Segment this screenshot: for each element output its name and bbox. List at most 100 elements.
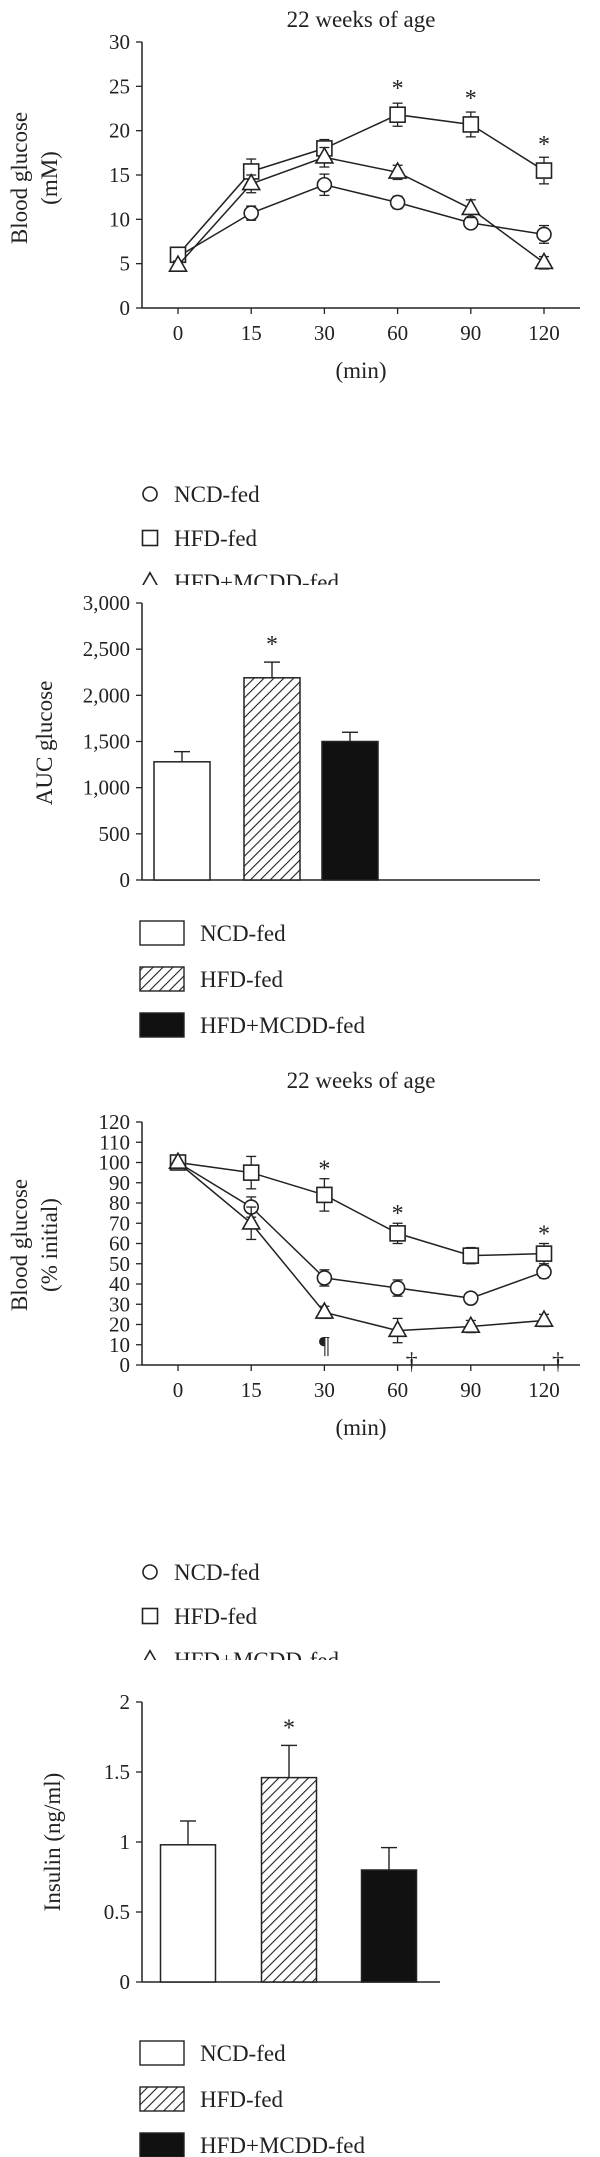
bar	[260, 1776, 318, 1983]
legend-label: NCD-fed	[200, 2041, 286, 2066]
x-tick-label: 90	[460, 321, 481, 345]
data-point	[462, 1247, 480, 1264]
y-axis-label-line: Blood glucose	[7, 112, 32, 244]
y-tick-label: 20	[109, 1313, 130, 1337]
x-tick-label: 60	[387, 321, 408, 345]
legend: NCD-fed HFD-fed HFD+MCDD-fed	[139, 920, 366, 1038]
chart-title: 22 weeks of age	[287, 1068, 436, 1093]
x-tick-label: 0	[173, 1378, 184, 1402]
data-point	[168, 1151, 188, 1169]
significance-mark: *	[266, 632, 278, 658]
y-tick-label: 1,000	[83, 776, 130, 800]
series-line	[177, 183, 545, 258]
significance-mark: ¶	[319, 1333, 330, 1359]
x-tick-label: 0	[173, 321, 184, 345]
y-tick-label: 2,000	[83, 683, 130, 707]
y-tick-label: 2	[120, 1690, 131, 1714]
y-tick-label: 0	[120, 868, 131, 892]
legend-item: NCD-fed	[139, 920, 286, 946]
series-triangle	[168, 146, 554, 272]
series-line	[177, 156, 545, 266]
data-point	[534, 251, 554, 270]
chart-title: 22 weeks of age	[287, 7, 436, 32]
y-tick-label: 15	[109, 163, 130, 187]
y-tick-label: 110	[99, 1130, 130, 1154]
legend-item: HFD-fed	[141, 1604, 258, 1629]
legend: NCD-fed HFD-fed HFD+MCDD-fed	[139, 2040, 366, 2157]
data-point	[462, 1290, 479, 1306]
y-tick-label: 60	[109, 1232, 130, 1256]
y-tick-label: 30	[109, 1292, 130, 1316]
y-axis-label: Blood glucose (mM)	[7, 112, 62, 244]
x-tick-label: 90	[460, 1378, 481, 1402]
x-axis-label: (min)	[335, 1415, 386, 1440]
y-tick-label: 1.5	[104, 1760, 130, 1784]
panel-glucose-tolerance: 22 weeks of age Blood glucose (mM) (min) …	[0, 0, 600, 585]
significance-mark: *	[392, 76, 404, 102]
y-tick-label: 2,500	[83, 637, 130, 661]
significance-mark: †	[406, 1349, 418, 1375]
y-tick-label: 0.5	[104, 1900, 130, 1924]
series-line	[177, 1161, 545, 1332]
data-point	[168, 254, 188, 272]
glucose-tolerance-line-chart: 22 weeks of age Blood glucose (mM) (min) …	[7, 7, 580, 585]
data-point	[314, 1301, 335, 1319]
data-point	[534, 1309, 554, 1327]
bar	[243, 677, 301, 881]
y-axis-label: Insulin (ng/ml)	[40, 1773, 65, 1912]
legend-marker-circle	[142, 486, 158, 502]
y-tick-label: 0	[120, 1970, 131, 1994]
y-tick-label: 5	[120, 252, 131, 276]
y-tick-label: 10	[109, 1333, 130, 1357]
x-tick-label: 15	[241, 321, 262, 345]
legend-label: HFD-fed	[200, 2087, 284, 2112]
legend-label: HFD+MCDD-fed	[200, 1013, 366, 1038]
x-tick-label: 60	[387, 1378, 408, 1402]
x-tick-label: 30	[314, 321, 335, 345]
data-point	[316, 1270, 333, 1286]
data-point	[387, 1319, 408, 1338]
y-axis-label-line: Blood glucose	[7, 1179, 32, 1311]
x-tick-label: 30	[314, 1378, 335, 1402]
bar	[159, 1844, 217, 1983]
y-tick-label: 30	[109, 30, 130, 54]
x-tick-label: 120	[528, 321, 560, 345]
y-axis-label-line: AUC glucose	[32, 681, 57, 806]
insulin-bar-chart: Insulin (ng/ml) 0 0.5 1 1.5 2 * NCD-fed HFD-f…	[40, 1690, 440, 2157]
data-point	[314, 146, 335, 164]
y-tick-label: 10	[109, 207, 130, 231]
data-point	[241, 1212, 262, 1230]
significance-mark: †	[552, 1349, 564, 1375]
legend-swatch	[139, 920, 185, 946]
data-point	[462, 116, 480, 133]
x-tick-label: 15	[241, 1378, 262, 1402]
data-point	[460, 197, 481, 216]
legend-label: HFD-fed	[174, 526, 258, 551]
data-point	[460, 1315, 481, 1334]
significance-mark: *	[283, 1715, 295, 1741]
y-tick-label: 120	[99, 1110, 131, 1134]
y-axis-label-line: (% initial)	[37, 1198, 62, 1292]
data-point	[316, 1186, 333, 1204]
series-circle	[170, 1154, 552, 1306]
data-point	[389, 194, 406, 211]
legend-swatch	[139, 2132, 185, 2157]
data-point	[535, 1245, 553, 1262]
significance-mark: *	[465, 86, 477, 112]
legend-marker-triangle	[143, 1649, 157, 1660]
series-square	[169, 1154, 553, 1265]
legend-item: HFD-fed	[139, 966, 284, 992]
y-tick-label: 3,000	[83, 591, 130, 615]
legend-item: NCD-fed	[142, 482, 260, 507]
legend-swatch	[139, 2086, 185, 2112]
legend-item: HFD+MCDD-fed	[139, 2132, 366, 2157]
data-point	[243, 205, 259, 221]
y-axis-label-line: (mM)	[37, 151, 62, 205]
insulin-tolerance-line-chart: 22 weeks of age Blood glucose (% initial)…	[7, 1068, 580, 1660]
panel-auc-glucose: AUC glucose 0 500 1,000 1,500 2,000 2,500 3,00…	[0, 585, 600, 1060]
y-axis-label: AUC glucose	[32, 681, 57, 806]
legend-item: HFD+MCDD-fed	[139, 1012, 366, 1038]
legend: NCD-fed HFD-fed HFD+MCDD-fed	[141, 1560, 340, 1660]
significance-mark: *	[318, 1157, 330, 1183]
